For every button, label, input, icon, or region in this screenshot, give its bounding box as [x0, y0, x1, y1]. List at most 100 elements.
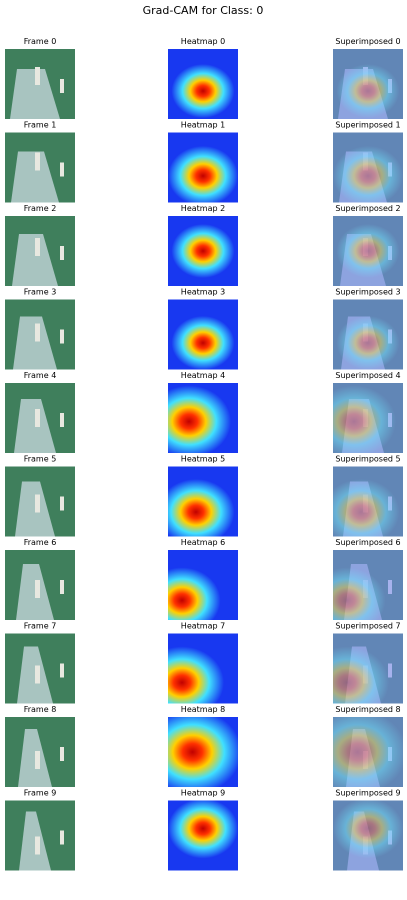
panel-image: [333, 466, 403, 537]
panel-title: Heatmap 7: [181, 622, 225, 631]
wash: [333, 633, 403, 704]
panel-title: Superimposed 1: [335, 121, 400, 130]
player: [60, 79, 64, 93]
panel-title: Heatmap 6: [181, 538, 225, 547]
panel-title: Superimposed 8: [335, 705, 400, 714]
panel-image: [333, 550, 403, 620]
player: [60, 747, 64, 761]
heat-spot: [336, 315, 400, 370]
panel-title: Frame 2: [24, 204, 57, 213]
player: [60, 246, 64, 260]
heat-spot: [333, 646, 389, 704]
heat-spot: [336, 64, 400, 118]
panel-image: [168, 466, 238, 537]
panel-title: Frame 8: [24, 705, 57, 714]
player: [35, 238, 40, 256]
panel-title: Superimposed 3: [335, 288, 400, 297]
panel-image: [168, 550, 238, 620]
player: [60, 663, 64, 678]
panel-title: Heatmap 0: [181, 37, 225, 46]
panel-title: Heatmap 5: [181, 455, 225, 464]
player: [35, 409, 40, 427]
panel-title: Frame 6: [24, 538, 57, 547]
panel-title: Superimposed 4: [335, 371, 400, 380]
wash: [333, 299, 403, 370]
panel-title: Frame 3: [24, 288, 57, 297]
panel-image: [5, 717, 75, 787]
panel-title: Heatmap 9: [181, 789, 225, 798]
wash: [333, 216, 403, 286]
heat-spot: [171, 224, 235, 278]
panel-title: Superimposed 6: [335, 538, 400, 547]
pitch: [13, 316, 57, 370]
panel-title: Heatmap 2: [181, 204, 225, 213]
panel-image: [168, 49, 238, 119]
wash: [333, 717, 403, 787]
heat-spot: [336, 224, 400, 278]
wash: [333, 466, 403, 537]
panel-image: [333, 800, 403, 871]
panel-image: [5, 299, 75, 370]
panel-image: [5, 132, 75, 203]
heat-spot: [333, 717, 403, 787]
player: [35, 751, 40, 769]
player: [60, 830, 64, 845]
player: [60, 580, 64, 594]
wash: [333, 49, 403, 119]
pitch: [12, 234, 58, 286]
heat-spot: [171, 315, 235, 370]
panel-title: Superimposed 7: [335, 622, 400, 631]
panel-image: [333, 49, 403, 119]
panel-image: [168, 633, 238, 704]
panel-title: Superimposed 5: [335, 455, 400, 464]
heat-spot: [333, 479, 400, 537]
player: [60, 329, 64, 344]
heat-spot: [168, 385, 231, 453]
panel-image: [333, 132, 403, 203]
player: [60, 413, 64, 427]
wash: [333, 132, 403, 203]
panel-image: [5, 633, 75, 704]
heat-spot: [168, 145, 238, 203]
panel-title: Frame 4: [24, 371, 57, 380]
pitch: [10, 69, 60, 119]
panel-title: Heatmap 3: [181, 288, 225, 297]
wash: [333, 383, 403, 453]
panel-image: [333, 717, 403, 787]
player: [35, 836, 40, 855]
wash: [333, 800, 403, 871]
heat-spot: [333, 800, 403, 859]
heat-spot: [168, 646, 224, 704]
heat-spot: [333, 145, 403, 203]
player: [35, 323, 40, 342]
panel-image: [5, 49, 75, 119]
heat-spot: [333, 567, 386, 620]
panel-image: [5, 466, 75, 537]
heat-spot: [168, 479, 235, 537]
panel-image: [168, 800, 238, 871]
figure-title: Grad-CAM for Class: 0: [143, 4, 264, 17]
panel-image: [5, 800, 75, 871]
player: [60, 162, 64, 177]
panel-title: Superimposed 2: [335, 204, 400, 213]
panel-image: [333, 633, 403, 704]
panel-title: Frame 1: [24, 121, 57, 130]
player: [60, 496, 64, 511]
panel-title: Heatmap 4: [181, 371, 225, 380]
heat-spot: [168, 717, 238, 787]
wash: [333, 550, 403, 620]
heat-spot: [171, 64, 235, 118]
panel-image: [5, 550, 75, 620]
panel-title: Frame 5: [24, 455, 57, 464]
panel-title: Heatmap 8: [181, 705, 225, 714]
panel-image: [5, 383, 75, 453]
panel-image: [5, 216, 75, 286]
panel-image: [168, 383, 238, 453]
panel-title: Superimposed 9: [335, 789, 400, 798]
panel-image: [168, 132, 238, 203]
heat-spot: [333, 385, 396, 453]
panel-title: Superimposed 0: [335, 37, 400, 46]
heat-spot: [168, 800, 238, 859]
panel-image: [333, 383, 403, 453]
